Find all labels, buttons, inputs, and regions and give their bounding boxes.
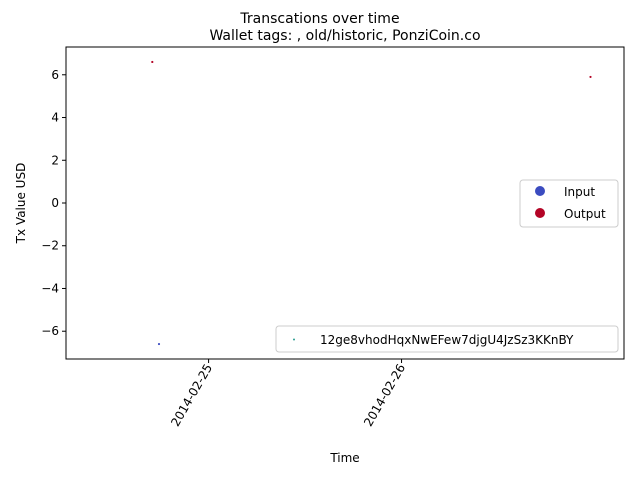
legend-input-output: Input Output	[519, 179, 619, 228]
data-point-input	[157, 342, 161, 346]
legend-label-input: Input	[564, 185, 595, 199]
y-tick-label: 0	[51, 196, 59, 210]
legend-wallet: 12ge8vhodHqxNwEFew7djgU4JzSz3KKnBY	[275, 325, 619, 353]
y-axis-ticks: 6 4 2 0 −2 −4 −6	[41, 68, 66, 338]
legend-marker-input	[535, 186, 545, 196]
x-axis-ticks: 2014-02-25 2014-02-26	[168, 359, 408, 429]
y-tick-label: 6	[51, 68, 59, 82]
legend-label-wallet: 12ge8vhodHqxNwEFew7djgU4JzSz3KKnBY	[320, 333, 574, 347]
x-axis-label: Time	[329, 451, 359, 465]
chart-subtitle: Wallet tags: , old/historic, PonziCoin.c…	[209, 28, 480, 44]
legend-label-output: Output	[564, 207, 606, 221]
data-point-output	[589, 75, 592, 79]
y-tick-label: −2	[41, 239, 59, 253]
legend-frame	[275, 325, 619, 353]
data-points	[151, 60, 592, 346]
y-tick-label: −4	[41, 281, 59, 295]
y-tick-label: 4	[51, 111, 59, 125]
legend-marker-wallet	[293, 338, 295, 341]
chart-title: Transcations over time	[239, 11, 399, 27]
legend-marker-output	[535, 208, 545, 218]
y-axis-label: Tx Value USD	[14, 163, 28, 245]
y-tick-label: 2	[51, 153, 59, 167]
x-tick-label: 2014-02-25	[168, 362, 215, 429]
x-tick-label: 2014-02-26	[361, 362, 408, 429]
y-tick-label: −6	[41, 324, 59, 338]
data-point-output	[151, 60, 154, 64]
